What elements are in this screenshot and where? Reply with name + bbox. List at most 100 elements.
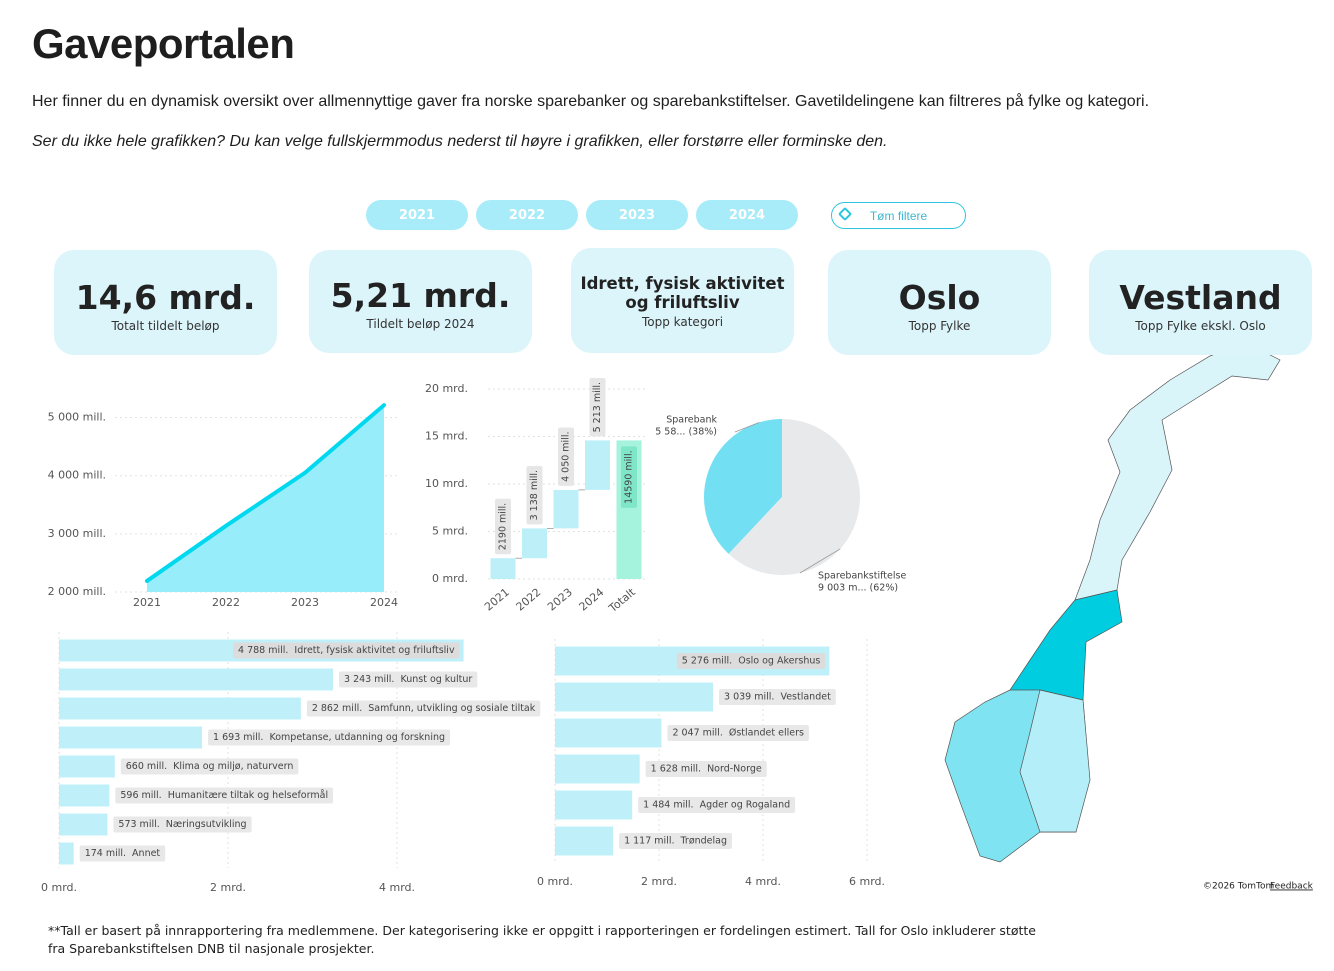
clear-filters-label: Tøm filtere (869, 208, 928, 223)
bar-label: 4 788 mill. Idrett, fysisk aktivitet og f… (233, 642, 460, 659)
bar-category-label: Kunst og kultur (400, 674, 472, 685)
bar (490, 558, 516, 579)
bar-label-box (667, 725, 809, 741)
intro-text: Her finner du en dynamisk oversikt over … (32, 93, 1150, 110)
kpi-label: Tildelt beløp 2024 (366, 317, 475, 331)
kpi-label: Topp Fylke ekskl. Oslo (1135, 319, 1266, 333)
year-filter-button[interactable]: 2024 (696, 200, 798, 230)
kpi-label: Topp Fylke (908, 319, 971, 333)
kpi-value: Oslo (898, 278, 981, 317)
bar-category-label: Agder og Rogaland (700, 800, 791, 811)
x-tick-label: 0 mrd. (537, 875, 573, 888)
value-label-text: 14590 mill. (624, 450, 635, 503)
clear-filters-button[interactable]: Tøm filtere (831, 202, 966, 229)
year-filter-button[interactable]: 2022 (476, 200, 578, 230)
bar-label: 1 117 mill. Trøndelag (619, 833, 733, 849)
bar-category-label: Kompetanse, utdanning og forskning (269, 732, 445, 743)
x-tick-label: 4 mrd. (379, 881, 415, 894)
bar (59, 668, 334, 691)
bar-category-label: Idrett, fysisk aktivitet og friluftsliv (294, 645, 455, 656)
bar (555, 682, 714, 712)
bar-label-box (208, 729, 451, 746)
bar-label: 660 mill. Klima og miljø, naturvern (120, 758, 299, 775)
x-tick-label: 2021 (482, 586, 512, 614)
bar-label: 2 862 mill. Samfunn, utvikling og sosiale… (306, 700, 541, 717)
bar-label: 1 693 mill. Kompetanse, utdanning og fors… (208, 729, 451, 746)
value-label-text: 5 213 mill. (592, 382, 603, 432)
bar-value-label: 5 276 mill. (682, 656, 732, 667)
map-feedback-link[interactable]: Feedback (1270, 882, 1314, 892)
y-tick-label: 5 mrd. (432, 525, 468, 538)
note-text: Ser du ikke hele grafikken? Du kan velge… (32, 133, 888, 150)
kpi-card: Idrett, fysisk aktivitet og friluftsliv T… (571, 248, 794, 353)
footnote: **Tall er basert på innrapportering fra … (48, 923, 1036, 956)
value-label-text: 2190 mill. (498, 503, 509, 550)
bar-value-label: 3 243 mill. (344, 674, 394, 685)
bar-label-box (79, 845, 166, 862)
y-tick-label: 0 mrd. (432, 572, 468, 585)
bar-value-label: 1 628 mill. (651, 764, 701, 775)
bar-category-label: Nord-Norge (707, 764, 762, 775)
x-tick-label: 2 mrd. (641, 875, 677, 888)
map-region[interactable] (1074, 341, 1281, 601)
bar-label: 2 047 mill. Østlandet ellers (667, 725, 809, 741)
kpi-value: 5,21 mrd. (330, 276, 511, 315)
bar (555, 754, 640, 784)
bar-label-box (638, 797, 796, 813)
y-tick-label: 15 mrd. (425, 430, 468, 443)
leader-line (799, 548, 841, 574)
kpi-card: Oslo Topp Fylke (828, 250, 1051, 355)
bar-value-label: 596 mill. (120, 790, 161, 801)
bar (59, 697, 301, 720)
line (145, 403, 386, 583)
x-tick-label: 2 mrd. (210, 881, 246, 894)
bar-category-label: Næringsutvikling (166, 819, 247, 830)
eraser-icon (837, 206, 853, 222)
x-tick-label: 2023 (291, 596, 319, 609)
bar-label: 596 mill. Humanitære tiltak og helseformå… (115, 787, 334, 804)
bar-value-label: 573 mill. (118, 819, 159, 830)
bar-label-box (676, 653, 826, 669)
bar-label: 1 628 mill. Nord-Norge (645, 761, 767, 777)
year-filter-button[interactable]: 2023 (586, 200, 688, 230)
value-label-text: 3 138 mill. (529, 470, 540, 520)
bar (59, 842, 74, 865)
y-tick-label: 5 000 mill. (48, 411, 106, 424)
year-filter-button[interactable]: 2021 (366, 200, 468, 230)
bar (585, 440, 610, 490)
bar-category-label: Annet (132, 848, 160, 859)
bar-label-box (115, 787, 334, 804)
bar-value-label: 4 788 mill. (238, 645, 288, 656)
value-label-text: 4 050 mill. (561, 431, 572, 481)
bar-label: 3 039 mill. Vestlandet (719, 689, 836, 705)
bar (553, 489, 579, 529)
kpi-card: 5,21 mrd. Tildelt beløp 2024 (309, 250, 532, 353)
value-label: 5 213 mill. (589, 377, 606, 437)
bar-value-label: 1 484 mill. (643, 800, 693, 811)
bar (522, 528, 547, 559)
value-label: 4 050 mill. (558, 427, 574, 486)
bar-value-label: 2 047 mill. (672, 728, 722, 739)
y-tick-label: 2 000 mill. (48, 585, 106, 598)
leader-line (734, 421, 760, 433)
bar-value-label: 1 693 mill. (213, 732, 263, 743)
norway-map[interactable] (944, 341, 1281, 863)
bar-value-label: 174 mill. (85, 848, 126, 859)
value-label-box (621, 446, 637, 508)
bar (555, 790, 633, 820)
bar-category-label: Vestlandet (780, 692, 831, 703)
bar-label-box (719, 689, 836, 705)
bar-category-label: Samfunn, utvikling og sosiale tiltak (368, 703, 536, 714)
bar-label-box (113, 816, 252, 833)
value-label-box (495, 498, 511, 555)
value-label: 14590 mill. (621, 446, 637, 508)
pie-slice (704, 419, 782, 554)
map-region[interactable] (1019, 689, 1091, 833)
kpi-label: Totalt tildelt beløp (111, 319, 220, 333)
bar (59, 755, 115, 778)
kpi-value: Vestland (1119, 278, 1282, 317)
x-tick-label: 4 mrd. (745, 875, 781, 888)
bar-label: 573 mill. Næringsutvikling (113, 816, 252, 833)
